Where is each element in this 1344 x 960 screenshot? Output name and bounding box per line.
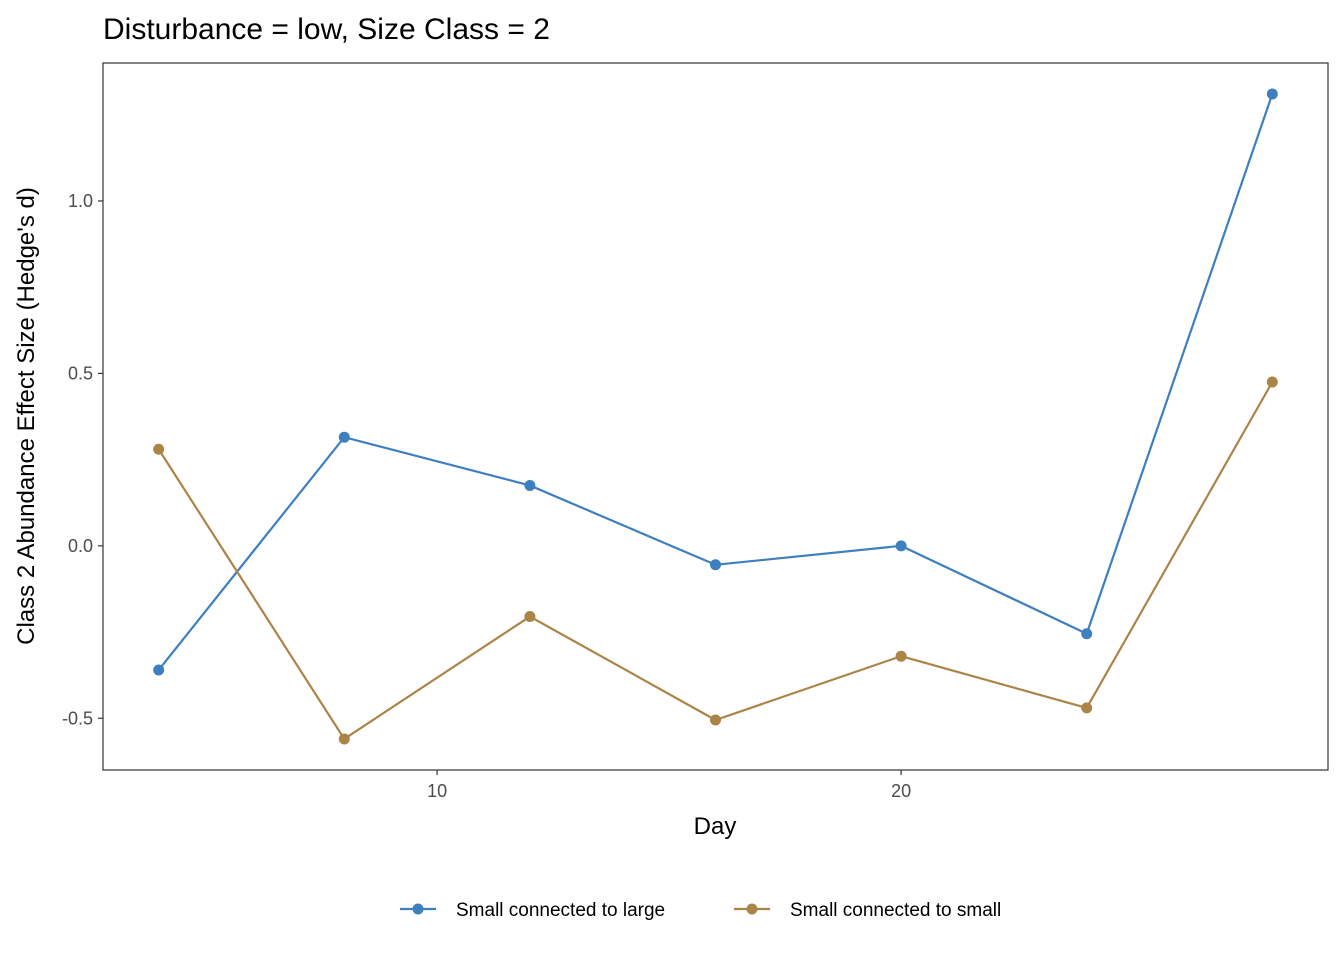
data-point	[1081, 628, 1093, 640]
series-layer	[153, 88, 1278, 745]
data-point	[1266, 376, 1278, 388]
x-axis: 10 20	[427, 770, 911, 801]
x-axis-title: Day	[694, 813, 737, 840]
legend-item: Small connected to small	[734, 900, 1001, 921]
legend: Small connected to large Small connected …	[400, 900, 1001, 921]
y-axis: -0.5 0.0 0.5 1.0	[62, 191, 103, 728]
data-point	[895, 540, 907, 552]
chart-title: Disturbance = low, Size Class = 2	[103, 13, 550, 46]
data-point	[524, 479, 536, 491]
data-point	[153, 443, 165, 455]
data-point	[710, 714, 721, 726]
data-point	[1081, 702, 1093, 714]
y-tick-label: 0.5	[68, 363, 93, 383]
data-point	[338, 431, 350, 443]
y-tick-label: 0.0	[68, 536, 93, 556]
x-tick-label: 10	[427, 781, 447, 801]
data-point	[710, 559, 721, 571]
y-tick-label: -0.5	[62, 708, 93, 728]
y-axis-title: Class 2 Abundance Effect Size (Hedge's d…	[13, 187, 40, 645]
series-1	[153, 88, 1278, 676]
legend-label: Small connected to small	[790, 900, 1001, 921]
data-point	[524, 611, 536, 623]
x-tick-label: 20	[891, 781, 911, 801]
data-point	[338, 733, 350, 745]
legend-key-point	[412, 903, 424, 915]
series-2	[153, 376, 1278, 745]
legend-key-point	[746, 903, 758, 915]
data-point	[895, 650, 907, 662]
y-tick-label: 1.0	[68, 191, 93, 211]
data-point	[153, 664, 165, 676]
data-point	[1266, 88, 1278, 100]
plot-panel	[102, 62, 1329, 771]
legend-label: Small connected to large	[456, 900, 665, 921]
legend-item: Small connected to large	[400, 900, 665, 921]
